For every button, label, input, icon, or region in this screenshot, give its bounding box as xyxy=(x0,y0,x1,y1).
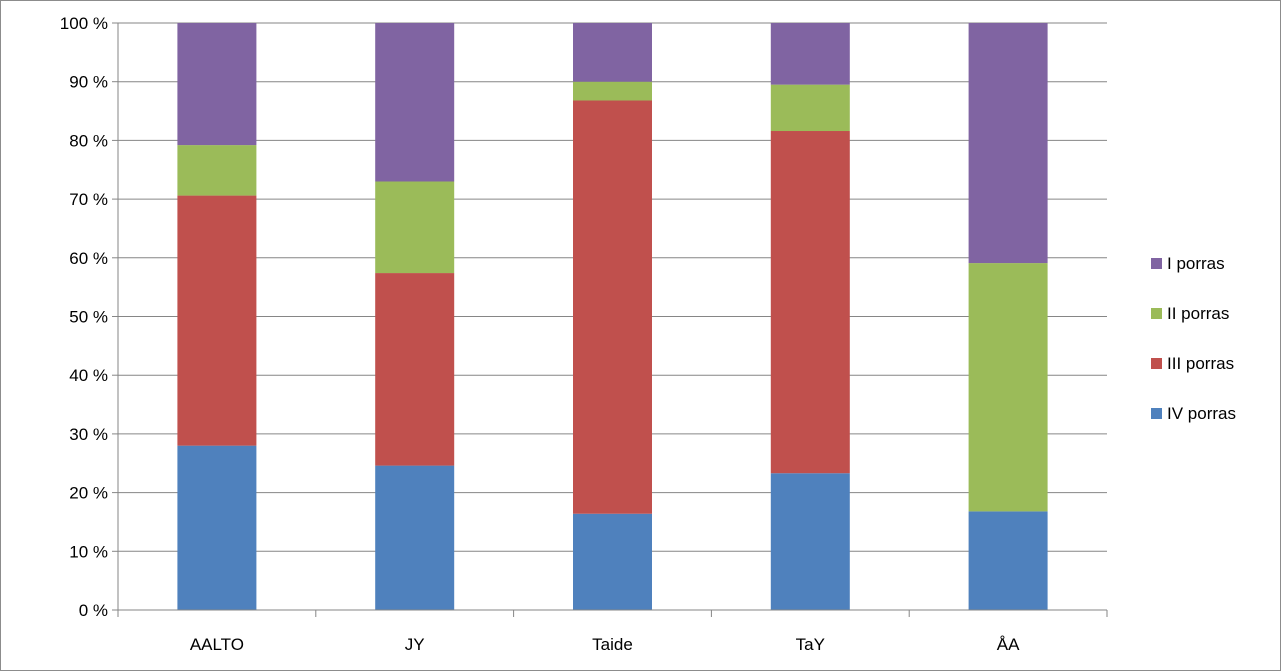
x-tick-labels: AALTO JY Taide TaY ÅA xyxy=(190,635,1020,654)
legend-swatch xyxy=(1151,308,1162,319)
bar-segment xyxy=(770,131,850,474)
bar-segment xyxy=(968,511,1048,610)
legend-label: IV porras xyxy=(1167,404,1236,423)
y-tick-label: 30 % xyxy=(69,425,108,444)
x-tick-label: TaY xyxy=(796,635,825,654)
bar-segment xyxy=(375,273,455,466)
y-tick-label: 20 % xyxy=(69,484,108,503)
x-tick-label: Taide xyxy=(592,635,633,654)
bar-segment xyxy=(770,84,850,132)
x-tick-label: JY xyxy=(405,635,425,654)
bar-segment xyxy=(968,263,1048,512)
y-tick-label: 50 % xyxy=(69,308,108,327)
bar-segment xyxy=(375,23,455,182)
y-tick-label: 100 % xyxy=(60,14,108,33)
bars xyxy=(177,23,1048,610)
bar-segment xyxy=(177,145,257,196)
legend-swatch xyxy=(1151,358,1162,369)
y-tick-label: 90 % xyxy=(69,73,108,92)
x-tick-label: AALTO xyxy=(190,635,244,654)
bar-segment xyxy=(177,195,257,446)
x-tick-label: ÅA xyxy=(997,635,1020,654)
y-tick-labels: 0 % 10 % 20 % 30 % 40 % 50 % 60 % 70 % 80 % 90 % 1… xyxy=(60,14,108,620)
legend-swatch xyxy=(1151,258,1162,269)
y-tick-label: 0 % xyxy=(79,601,108,620)
bar-segment xyxy=(573,23,652,82)
legend-label: II porras xyxy=(1167,304,1229,323)
y-tick-label: 60 % xyxy=(69,249,108,268)
bar-segment xyxy=(770,473,850,610)
legend: I porras II porras III porras IV porras xyxy=(1151,254,1236,423)
y-tick-label: 70 % xyxy=(69,190,108,209)
bar-segment xyxy=(573,81,652,101)
y-tick-label: 80 % xyxy=(69,131,108,150)
y-tick-label: 40 % xyxy=(69,366,108,385)
legend-swatch xyxy=(1151,408,1162,419)
bar-segment xyxy=(375,465,455,610)
bar-segment xyxy=(177,445,257,610)
bar-segment xyxy=(573,513,652,610)
y-tick-label: 10 % xyxy=(69,542,108,561)
bar-segment xyxy=(573,100,652,514)
bar-segment xyxy=(968,23,1048,264)
bar-segment xyxy=(770,23,850,85)
bar-segment xyxy=(375,181,455,274)
axes xyxy=(112,22,1108,617)
bar-segment xyxy=(177,23,257,146)
legend-label: III porras xyxy=(1167,354,1234,373)
legend-label: I porras xyxy=(1167,254,1225,273)
